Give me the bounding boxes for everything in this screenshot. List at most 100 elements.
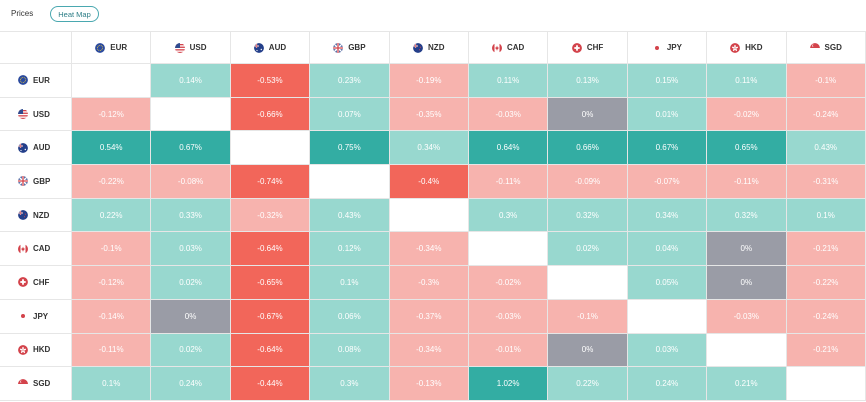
row-header-jpy: JPY [0,299,72,334]
heatmap-cell[interactable]: 0.43% [310,198,390,233]
heatmap-cell[interactable]: -0.14% [72,299,152,334]
heatmap-cell[interactable]: 0.23% [310,64,390,98]
heatmap-cell[interactable]: 0.67% [151,131,231,166]
column-header-cad: CAD [468,32,549,64]
heatmap-cell[interactable]: 0% [151,299,231,334]
heatmap-cell[interactable]: 0.24% [151,367,231,401]
heatmap-cell[interactable]: 0% [707,232,787,267]
heatmap-cell[interactable]: 0.1% [72,367,152,401]
heatmap-cell[interactable]: -0.74% [230,165,311,199]
row-header-hkd: HKD [0,333,72,368]
heatmap-cell[interactable]: 0.03% [627,333,708,368]
heatmap-cell[interactable]: -0.22% [72,165,152,199]
gb-flag-icon [18,176,28,187]
heatmap-cell[interactable]: -0.22% [786,266,866,300]
heatmap-cell[interactable]: -0.32% [230,198,311,233]
heatmap-cell[interactable]: 0.03% [151,232,231,267]
heatmap-cell[interactable]: -0.24% [786,299,866,334]
heatmap-cell[interactable]: -0.34% [389,232,469,267]
heatmap-cell[interactable]: -0.03% [707,299,787,334]
heatmap-cell[interactable]: 0.05% [627,266,708,300]
heatmap-cell[interactable]: 0.21% [707,367,787,401]
heatmap-cell[interactable]: -0.67% [230,299,311,334]
heatmap-cell[interactable]: 0.34% [627,198,708,233]
heatmap-cell[interactable]: -0.08% [151,165,231,199]
heatmap-cell[interactable]: 0.65% [707,131,787,166]
heatmap-cell[interactable]: 0.02% [151,266,231,300]
heatmap-cell[interactable]: -0.09% [548,165,628,199]
heatmap-cell[interactable]: -0.4% [389,165,469,199]
heatmap-cell[interactable]: 0.54% [72,131,152,166]
heatmap-cell[interactable]: -0.3% [389,266,469,300]
heatmap-cell[interactable]: 0.32% [707,198,787,233]
heatmap-cell[interactable]: -0.65% [230,266,311,300]
heatmap-cell[interactable]: 0.08% [310,333,390,368]
heatmap-cell[interactable]: -0.53% [230,64,311,98]
heatmap-cell[interactable]: -0.12% [72,97,152,132]
heatmap-cell[interactable]: 0.24% [627,367,708,401]
heatmap-cell[interactable]: 0.32% [548,198,628,233]
heatmap-cell[interactable]: 0.14% [151,64,231,98]
heatmap-cell[interactable]: -0.19% [389,64,469,98]
heatmap-cell[interactable]: -0.1% [786,64,866,98]
heatmap-cell[interactable]: -0.64% [230,232,311,267]
heatmap-cell[interactable]: -0.1% [548,299,628,334]
heatmap-cell[interactable]: 0.67% [627,131,708,166]
heatmap-cell[interactable]: 0.06% [310,299,390,334]
heatmap-cell[interactable]: 0.01% [627,97,708,132]
heatmap-cell[interactable]: -0.1% [72,232,152,267]
heatmap-cell[interactable]: 0.64% [468,131,549,166]
row-header-cad: CAD [0,232,72,267]
heatmap-cell[interactable]: -0.24% [786,97,866,132]
ca-flag-icon [18,243,28,254]
heatmap-cell[interactable]: -0.02% [468,266,549,300]
au-flag-icon [18,142,28,153]
heatmap-cell[interactable]: 0.75% [310,131,390,166]
heatmap-cell[interactable]: -0.21% [786,333,866,368]
currency-code: GBP [33,176,51,186]
heatmap-cell[interactable]: 0.04% [627,232,708,267]
heatmap-cell[interactable]: 0.3% [468,198,549,233]
heatmap-cell[interactable]: -0.01% [468,333,549,368]
heatmap-cell[interactable]: -0.66% [230,97,311,132]
heatmap-cell[interactable]: 0.22% [548,367,628,401]
heatmap-cell-empty [230,131,311,166]
heatmap-cell[interactable]: -0.37% [389,299,469,334]
heatmap-cell[interactable]: -0.44% [230,367,311,401]
heatmap-cell[interactable]: -0.21% [786,232,866,267]
heatmap-cell[interactable]: 0% [548,97,628,132]
heatmap-cell[interactable]: -0.11% [72,333,152,368]
heatmap-cell[interactable]: 0.13% [548,64,628,98]
heatmap-cell[interactable]: -0.64% [230,333,311,368]
heatmap-cell[interactable]: 0.3% [310,367,390,401]
heatmap-cell[interactable]: 0% [548,333,628,368]
heatmap-cell[interactable]: 0.33% [151,198,231,233]
heatmap-cell[interactable]: 0.15% [627,64,708,98]
heatmap-cell[interactable]: -0.03% [468,97,549,132]
heatmap-cell[interactable]: -0.31% [786,165,866,199]
heatmap-cell[interactable]: -0.35% [389,97,469,132]
heatmap-cell[interactable]: 0.02% [151,333,231,368]
heatmap-cell[interactable]: -0.07% [627,165,708,199]
heatmap-cell[interactable]: 0% [707,266,787,300]
heatmap-cell[interactable]: -0.03% [468,299,549,334]
heatmap-cell[interactable]: 0.07% [310,97,390,132]
heatmap-cell[interactable]: 0.34% [389,131,469,166]
heatmap-cell[interactable]: -0.13% [389,367,469,401]
heatmap-cell[interactable]: -0.02% [707,97,787,132]
heatmap-cell[interactable]: -0.12% [72,266,152,300]
heatmap-cell[interactable]: -0.11% [707,165,787,199]
heatmap-cell[interactable]: 0.02% [548,232,628,267]
heatmap-cell[interactable]: 0.66% [548,131,628,166]
heatmap-cell[interactable]: 0.22% [72,198,152,233]
heatmap-cell[interactable]: 0.43% [786,131,866,166]
heatmap-cell[interactable]: 0.11% [707,64,787,98]
heatmap-cell[interactable]: 0.12% [310,232,390,267]
heatmap-cell[interactable]: 1.02% [468,367,549,401]
heatmap-cell[interactable]: -0.34% [389,333,469,368]
heatmap-cell[interactable]: 0.1% [786,198,866,233]
heatmap-cell[interactable]: 0.11% [468,64,549,98]
heatmap-cell[interactable]: 0.1% [310,266,390,300]
heatmap-tab[interactable]: Heat Map [50,6,99,22]
heatmap-cell[interactable]: -0.11% [468,165,549,199]
